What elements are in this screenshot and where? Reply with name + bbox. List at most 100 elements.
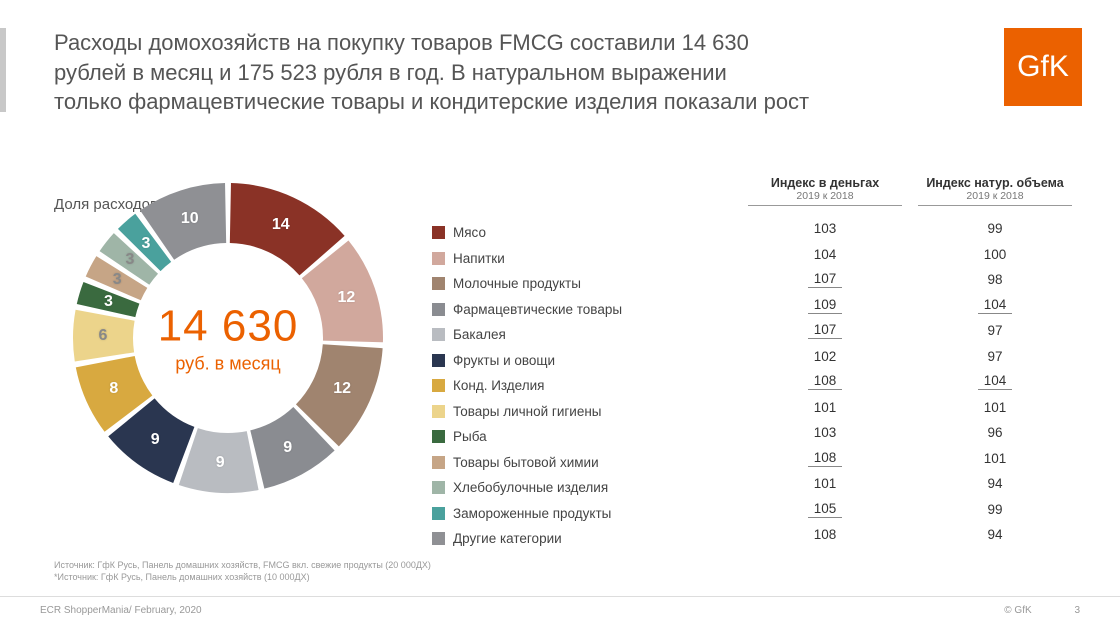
donut-center-value: 14 630 xyxy=(158,302,299,352)
cell-volume: 100 xyxy=(910,247,1080,262)
footer-copyright: © GfK xyxy=(1004,605,1031,616)
donut-center: 14 630 руб. в месяц xyxy=(158,302,299,375)
cell-volume: 97 xyxy=(910,349,1080,364)
cell-money: 103 xyxy=(740,221,910,236)
cell-money: 101 xyxy=(740,476,910,491)
legend-label: Бакалея xyxy=(453,327,506,342)
table-row: 108101 xyxy=(740,446,1080,472)
cell-volume: 98 xyxy=(910,272,1080,287)
cell-money: 108 xyxy=(740,373,910,390)
page-number: 3 xyxy=(1074,605,1080,616)
legend-item: Конд. Изделия xyxy=(432,373,642,399)
legend-swatch xyxy=(432,430,445,443)
cell-volume: 104 xyxy=(910,373,1080,390)
table-row: 10194 xyxy=(740,471,1080,497)
legend-swatch xyxy=(432,532,445,545)
legend-label: Напитки xyxy=(453,251,505,266)
page-title: Расходы домохозяйств на покупку товаров … xyxy=(54,28,960,117)
table-row: 10297 xyxy=(740,344,1080,370)
legend-swatch xyxy=(432,379,445,392)
legend-item: Хлебобулочные изделия xyxy=(432,475,642,501)
legend-label: Товары бытовой химии xyxy=(453,455,599,470)
cell-money: 108 xyxy=(740,527,910,542)
legend: Мясо Напитки Молочные продукты Фармацевтиче… xyxy=(432,220,642,552)
cell-volume: 99 xyxy=(910,502,1080,517)
table-row: 10399 xyxy=(740,216,1080,242)
slice-value: 10 xyxy=(181,210,199,228)
cell-volume: 94 xyxy=(910,527,1080,542)
slice-value: 12 xyxy=(333,380,351,398)
cell-money: 107 xyxy=(740,271,910,288)
legend-item: Товары бытовой химии xyxy=(432,450,642,476)
index-table: Индекс в деньгах 2019 к 2018 Индекс нату… xyxy=(740,176,1080,548)
slice-value: 12 xyxy=(337,289,355,307)
table-row: 10798 xyxy=(740,267,1080,293)
cell-volume: 97 xyxy=(910,323,1080,338)
donut-chart: 14 630 руб. в месяц 14121299986333310 xyxy=(68,178,388,498)
legend-swatch xyxy=(432,252,445,265)
table-body: 1039910410010798109104107971029710810410… xyxy=(740,216,1080,548)
th-money: Индекс в деньгах 2019 к 2018 xyxy=(740,176,910,216)
slice-value: 8 xyxy=(109,380,118,398)
title-line: Расходы домохозяйств на покупку товаров … xyxy=(54,30,749,55)
table-row: 109104 xyxy=(740,293,1080,319)
table-head: Индекс в деньгах 2019 к 2018 Индекс нату… xyxy=(740,176,1080,216)
cell-money: 102 xyxy=(740,349,910,364)
legend-label: Рыба xyxy=(453,429,487,444)
slice-value: 3 xyxy=(113,271,122,289)
legend-swatch xyxy=(432,277,445,290)
table-row: 10396 xyxy=(740,420,1080,446)
table-row: 101101 xyxy=(740,395,1080,421)
legend-swatch xyxy=(432,481,445,494)
slice-value: 9 xyxy=(216,454,225,472)
cell-money: 103 xyxy=(740,425,910,440)
table-row: 10599 xyxy=(740,497,1080,523)
legend-label: Молочные продукты xyxy=(453,276,581,291)
cell-money: 107 xyxy=(740,322,910,339)
cell-money: 108 xyxy=(740,450,910,467)
legend-item: Бакалея xyxy=(432,322,642,348)
cell-volume: 101 xyxy=(910,400,1080,415)
legend-item: Фрукты и овощи xyxy=(432,348,642,374)
legend-label: Фармацевтические товары xyxy=(453,302,622,317)
cell-volume: 99 xyxy=(910,221,1080,236)
cell-volume: 101 xyxy=(910,451,1080,466)
slice-value: 6 xyxy=(99,327,108,345)
source-line: Источник: ГфК Русь, Панель домашних хозя… xyxy=(54,559,431,572)
legend-label: Хлебобулочные изделия xyxy=(453,480,608,495)
legend-swatch xyxy=(432,226,445,239)
cell-volume: 94 xyxy=(910,476,1080,491)
legend-item: Замороженные продукты xyxy=(432,501,642,527)
header: Расходы домохозяйств на покупку товаров … xyxy=(54,28,960,117)
legend-swatch xyxy=(432,456,445,469)
slice-value: 3 xyxy=(104,293,113,311)
table-row: 104100 xyxy=(740,242,1080,268)
legend-item: Мясо xyxy=(432,220,642,246)
legend-item: Рыба xyxy=(432,424,642,450)
footer: ECR ShopperMania/ February, 2020 © GfK 3 xyxy=(0,596,1120,616)
legend-label: Конд. Изделия xyxy=(453,378,544,393)
legend-swatch xyxy=(432,354,445,367)
legend-swatch xyxy=(432,405,445,418)
legend-swatch xyxy=(432,303,445,316)
slice-value: 9 xyxy=(151,431,160,449)
legend-label: Другие категории xyxy=(453,531,562,546)
footer-left: ECR ShopperMania/ February, 2020 xyxy=(40,605,202,616)
legend-label: Замороженные продукты xyxy=(453,506,611,521)
cell-money: 105 xyxy=(740,501,910,518)
slice-value: 9 xyxy=(283,439,292,457)
cell-money: 101 xyxy=(740,400,910,415)
legend-item: Напитки xyxy=(432,246,642,272)
source-notes: Источник: ГфК Русь, Панель домашних хозя… xyxy=(54,559,431,584)
slice-value: 3 xyxy=(142,235,151,253)
cell-volume: 104 xyxy=(910,297,1080,314)
table-row: 10797 xyxy=(740,318,1080,344)
legend-swatch xyxy=(432,507,445,520)
source-line: *Источник: ГфК Русь, Панель домашних хоз… xyxy=(54,571,431,584)
legend-item: Другие категории xyxy=(432,526,642,552)
legend-swatch xyxy=(432,328,445,341)
legend-item: Товары личной гигиены xyxy=(432,399,642,425)
legend-item: Молочные продукты xyxy=(432,271,642,297)
legend-label: Фрукты и овощи xyxy=(453,353,555,368)
legend-label: Товары личной гигиены xyxy=(453,404,602,419)
